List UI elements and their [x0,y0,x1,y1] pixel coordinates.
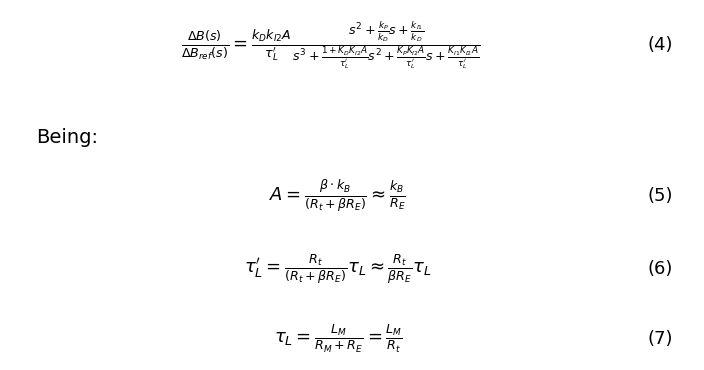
Text: (4): (4) [648,37,673,54]
Text: $\frac{\Delta B(s)}{\Delta B_{ref}(s)} = \frac{k_D k_{I2} A}{\tau^{\prime}_L}\fr: $\frac{\Delta B(s)}{\Delta B_{ref}(s)} =… [181,20,481,71]
Text: $A = \frac{\beta \cdot k_B}{(R_t + \beta R_E)} \approx \frac{k_B}{R_E}$: $A = \frac{\beta \cdot k_B}{(R_t + \beta… [270,178,406,214]
Text: (6): (6) [648,260,673,279]
Text: $\tau^{\prime}_L = \frac{R_t}{(R_t + \beta R_E)} \tau_L \approx \frac{R_t}{\beta: $\tau^{\prime}_L = \frac{R_t}{(R_t + \be… [244,253,432,286]
Text: Being:: Being: [37,128,99,147]
Text: $\tau_L = \frac{L_M}{R_M + R_E} = \frac{L_M}{R_t}$: $\tau_L = \frac{L_M}{R_M + R_E} = \frac{… [274,323,402,355]
Text: (5): (5) [648,187,673,205]
Text: (7): (7) [648,330,673,348]
